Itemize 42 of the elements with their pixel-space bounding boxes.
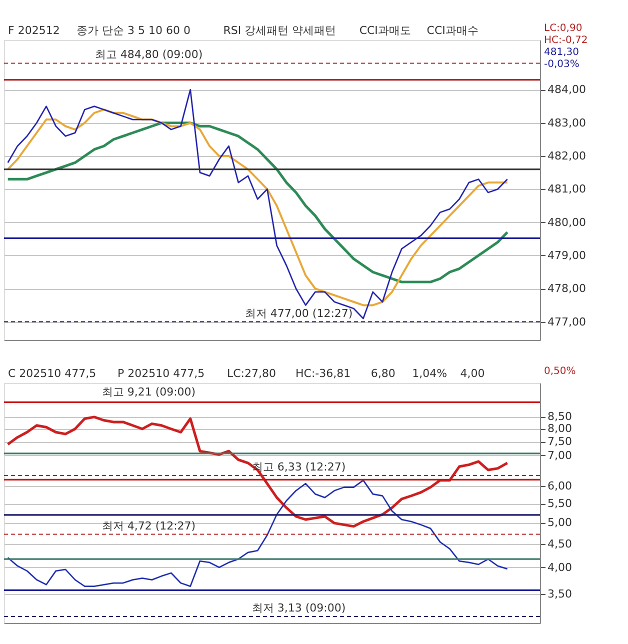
text: 0,50% <box>544 366 576 377</box>
annotation: 최저 477,00 (12:27) <box>244 306 353 320</box>
y-tick-label: 3,50 <box>548 588 572 601</box>
text: HC:-36,81 <box>296 367 351 380</box>
text: 481,30 <box>544 47 579 58</box>
text: -0,03% <box>544 59 580 70</box>
text: HC:-0,72 <box>544 35 588 46</box>
text: P 202510 477,5 <box>117 367 205 380</box>
text: 1,04% <box>412 367 448 380</box>
text: CCI과매수 <box>426 24 478 37</box>
text: C 202510 477,5 <box>8 367 96 380</box>
line-series <box>7 480 508 587</box>
y-tick-label: 8,00 <box>548 422 572 436</box>
y-tick-label: 6,00 <box>548 480 572 493</box>
y-tick-label: 479,00 <box>548 248 586 262</box>
annotation: 최고 484,80 (09:00) <box>94 48 203 62</box>
y-tick-label: 482,00 <box>548 150 586 163</box>
text: LC:0,90 <box>544 23 582 34</box>
annotation: 최저 3,13 (09:00) <box>252 602 346 614</box>
y-tick-label: 483,00 <box>548 116 586 130</box>
text: RSI 강세패턴 약세패턴 <box>223 24 336 37</box>
y-tick-label: 477,00 <box>548 315 586 328</box>
y-tick-label: 4,50 <box>548 537 572 550</box>
text: 6,80 <box>370 367 396 380</box>
y-tick-label: 8,50 <box>548 410 572 424</box>
annotation: 최저 4,72 (12:27) <box>102 519 196 532</box>
y-tick-label: 7,00 <box>548 448 572 462</box>
annotation: 최고 9,21 (09:00) <box>102 385 196 398</box>
y-tick-label: 7,50 <box>548 435 572 448</box>
y-tick-label: 481,00 <box>548 182 586 196</box>
text: LC:27,80 <box>226 367 276 380</box>
y-tick-label: 4,00 <box>548 560 572 574</box>
y-tick-label: 5,50 <box>548 497 572 510</box>
y-tick-label: 484,00 <box>548 83 586 96</box>
y-tick-label: 480,00 <box>548 216 586 229</box>
text: F 202512 <box>8 24 60 37</box>
line-series <box>6 122 509 284</box>
y-tick-label: 478,00 <box>548 282 586 296</box>
text: CCI과매도 <box>359 24 411 37</box>
y-tick-label: 5,00 <box>548 516 572 530</box>
text: 종가 단순 3 5 10 60 0 <box>76 24 191 37</box>
text: 4,00 <box>460 367 485 380</box>
